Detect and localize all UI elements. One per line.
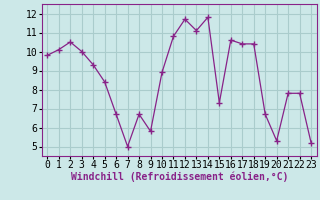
X-axis label: Windchill (Refroidissement éolien,°C): Windchill (Refroidissement éolien,°C) — [70, 172, 288, 182]
